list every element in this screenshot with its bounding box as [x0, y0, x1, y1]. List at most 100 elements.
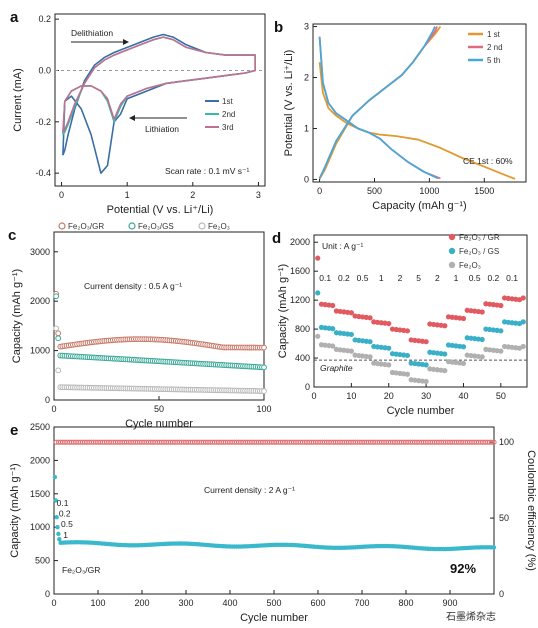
y-axis-label: Capacity (mAh g⁻¹)	[277, 264, 289, 358]
legend-label: 3rd	[222, 123, 234, 132]
x-tick-label: 10	[346, 391, 356, 401]
plot-frame	[312, 23, 527, 183]
series-capacity	[52, 474, 497, 552]
y-tick-label: 1200	[290, 295, 310, 305]
data-point	[315, 255, 321, 261]
panel-e: 0 100 200 300 400 500 600 700 800 900050010001500…	[9, 422, 537, 624]
x-tick-label: 1000	[419, 186, 439, 196]
data-point	[55, 335, 62, 342]
legend-marker	[448, 247, 456, 255]
x-tick-label: 300	[178, 598, 193, 608]
data-point	[489, 439, 495, 445]
legend-label: 2nd	[222, 110, 235, 119]
plot-frame	[54, 13, 266, 187]
data-point	[498, 348, 504, 354]
series-2	[53, 325, 267, 395]
plot-frame	[313, 234, 528, 388]
legend-marker	[58, 222, 66, 230]
legend-marker	[128, 222, 136, 230]
x-axis-label: Capacity (mAh g⁻¹)	[372, 200, 466, 212]
y-tick-label: 800	[295, 324, 310, 334]
legend-marker	[448, 261, 456, 269]
annotation: Current density : 2 A g⁻¹	[204, 485, 295, 495]
annotation: Fe₂O₃/GR	[62, 565, 100, 575]
cv-curve-3rd	[62, 36, 256, 133]
y-tick-label: 3000	[30, 247, 50, 257]
data-point	[479, 309, 485, 315]
data-point	[386, 362, 392, 368]
panel-letter: d	[272, 230, 281, 247]
x-tick-label: 600	[310, 598, 325, 608]
annotation: Current density : 0.5 A g⁻¹	[84, 281, 182, 291]
panel-a: 0 1 2 3 -0.4 -0.2 0.0 0.2 Potential (V vs. Li⁺/L…	[10, 9, 266, 216]
rate-label: 0.5	[61, 519, 73, 529]
x-tick-label: 20	[384, 391, 394, 401]
x-tick-label: 400	[222, 598, 237, 608]
data-point	[55, 330, 62, 337]
legend-label: Fe₂O₃	[459, 261, 481, 270]
data-point	[315, 333, 321, 339]
series-coulombic-efficiency	[53, 439, 497, 445]
annotation: Delithiation	[71, 28, 113, 38]
legend-label: Fe₂O₃/GR	[68, 222, 104, 231]
rate-label: 0.1	[57, 498, 69, 508]
data-point	[520, 319, 526, 325]
legend-label: 1st	[222, 97, 233, 106]
y-axis-label: Capacity (mAh g⁻¹)	[9, 463, 21, 557]
x-tick-label: 700	[354, 598, 369, 608]
data-point	[520, 295, 526, 301]
data-point	[55, 367, 62, 374]
data-point	[479, 354, 485, 360]
discharge-curve-1st	[318, 62, 516, 180]
annotation: CE 1st : 60%	[463, 156, 513, 166]
series-2	[315, 333, 526, 385]
rate-label: 0.5	[469, 273, 481, 283]
data-point	[386, 345, 392, 351]
y-tick-label: 2000	[30, 455, 50, 465]
data-point	[315, 290, 321, 296]
y-tick-label: 2000	[30, 296, 50, 306]
panel-b: 0 500 1000 1500 0 1 2 3 Capacity (mAh g⁻¹) Potent…	[274, 19, 527, 212]
rate-label: 1	[63, 530, 68, 540]
y-tick-label: 1	[304, 123, 309, 133]
data-point	[423, 378, 429, 385]
y-tick-label: 1000	[30, 346, 50, 356]
y-tick-label: 1600	[290, 266, 310, 276]
data-point	[460, 360, 467, 367]
y-axis-label: Capacity (mAh g⁻¹)	[11, 269, 23, 363]
panel-letter: b	[274, 19, 283, 36]
panel-letter: a	[10, 9, 19, 26]
data-point	[442, 323, 448, 329]
x-tick-label: 0	[311, 391, 316, 401]
data-point	[491, 545, 497, 550]
data-point	[367, 354, 373, 360]
data-point	[460, 315, 467, 322]
y2-axis-label: Coulombic efficiency (%)	[525, 450, 537, 571]
data-point	[57, 537, 62, 542]
x-axis-label: Cycle number	[125, 418, 193, 430]
data-point	[367, 315, 373, 321]
data-point	[54, 514, 59, 520]
y-tick-label: 500	[35, 556, 50, 566]
x-tick-label: 1	[125, 190, 130, 200]
y-axis-label: Potential (V vs. Li⁺/Li)	[283, 50, 295, 157]
data-point	[348, 331, 354, 338]
panel-letter: e	[10, 422, 18, 439]
data-point	[348, 310, 354, 316]
data-point	[479, 336, 485, 343]
rate-label: 5	[416, 273, 421, 283]
rate-label: 0.5	[357, 273, 369, 283]
x-axis-label: Cycle number	[387, 405, 455, 417]
panel-d: 0 10 20 30 40 50 0 400 800 1200 1600 2000 Cycle numb…	[272, 230, 528, 417]
y-tick-label: 0	[304, 174, 309, 184]
data-point	[404, 328, 411, 334]
y-tick-label: 2	[304, 73, 309, 83]
y-tick-label: 0	[45, 395, 50, 405]
x-tick-label: 30	[421, 391, 431, 401]
legend-marker	[448, 233, 456, 241]
rate-label: 0.2	[487, 273, 499, 283]
panel-letter: c	[8, 227, 16, 244]
x-tick-label: 100	[90, 598, 105, 608]
